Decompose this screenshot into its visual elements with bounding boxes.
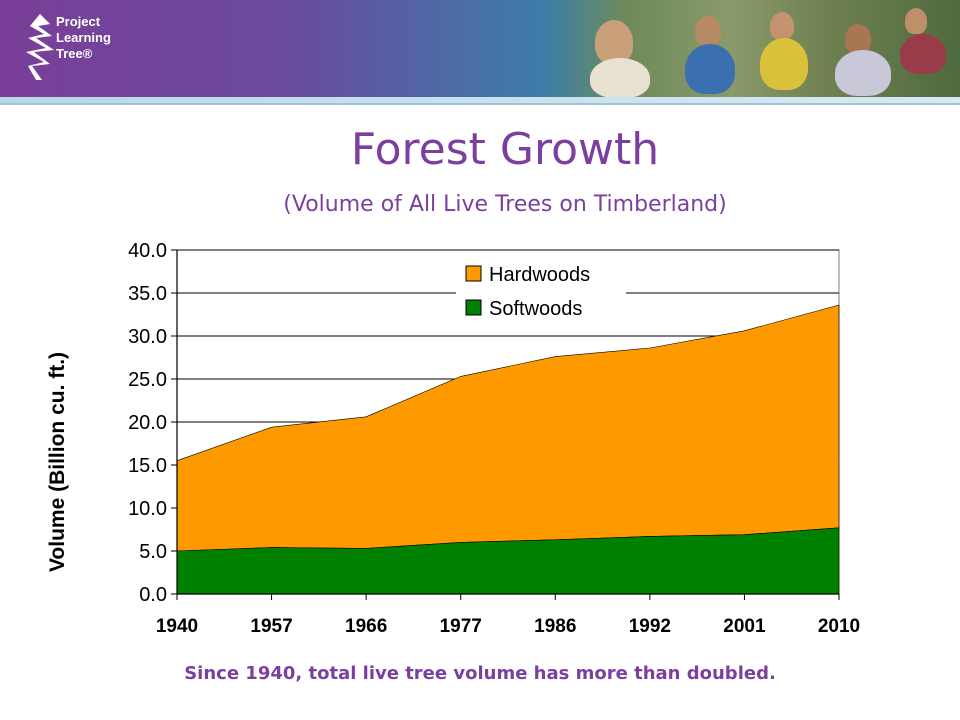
x-tick-label: 1940 [156, 616, 198, 637]
chart-axes: 0.0 5.0 10.0 15.0 20.0 25.0 30.0 35.0 40.0 1940 19… [46, 240, 860, 637]
y-tick-label: 20.0 [128, 412, 167, 434]
y-axis-title: Volume (Billion cu. ft.) [46, 352, 69, 572]
x-tick-label: 2001 [723, 616, 766, 637]
legend-box [456, 257, 626, 323]
y-tick-label: 30.0 [128, 326, 167, 348]
logo-line-3: Tree® [56, 46, 93, 61]
y-tick-label: 25.0 [128, 369, 167, 391]
y-tick-label: 5.0 [139, 541, 167, 563]
logo-wordmark: Project Learning Tree® [56, 14, 111, 62]
chart-areas [176, 304, 840, 595]
header-divider-line [0, 103, 960, 105]
x-tick-label: 1992 [629, 616, 671, 637]
project-learning-tree-logo [20, 12, 130, 82]
tree-logo-icon [26, 14, 54, 80]
logo-line-1: Project [56, 14, 101, 29]
legend-swatch-softwoods [465, 299, 482, 316]
x-tick-label: 1966 [345, 616, 387, 637]
y-tick-label: 0.0 [139, 584, 167, 606]
header-divider [0, 97, 960, 103]
logo-line-2: Learning [56, 30, 111, 45]
x-tick-label: 1957 [250, 616, 292, 637]
header-photo [545, 0, 960, 98]
header-banner: Project Learning Tree® [0, 0, 960, 98]
y-tick-label: 15.0 [128, 455, 167, 477]
slide-title: Forest Growth [350, 124, 660, 175]
slide-footnote: Since 1940, total live tree volume has m… [184, 663, 776, 684]
x-tick-label: 1977 [440, 616, 482, 637]
chart-legend: Hardwoods Softwoods [456, 257, 626, 323]
legend-swatch-hardwoods [465, 265, 482, 282]
y-tick-label: 10.0 [128, 498, 167, 520]
x-tick-label: 2010 [818, 616, 860, 637]
y-tick-label: 35.0 [128, 283, 167, 305]
legend-label: Hardwoods [489, 264, 590, 286]
y-tick-label: 40.0 [128, 240, 167, 262]
legend-label: Softwoods [489, 298, 582, 320]
x-tick-label: 1986 [534, 616, 576, 637]
slide-subtitle: (Volume of All Live Trees on Timberland) [283, 192, 727, 217]
